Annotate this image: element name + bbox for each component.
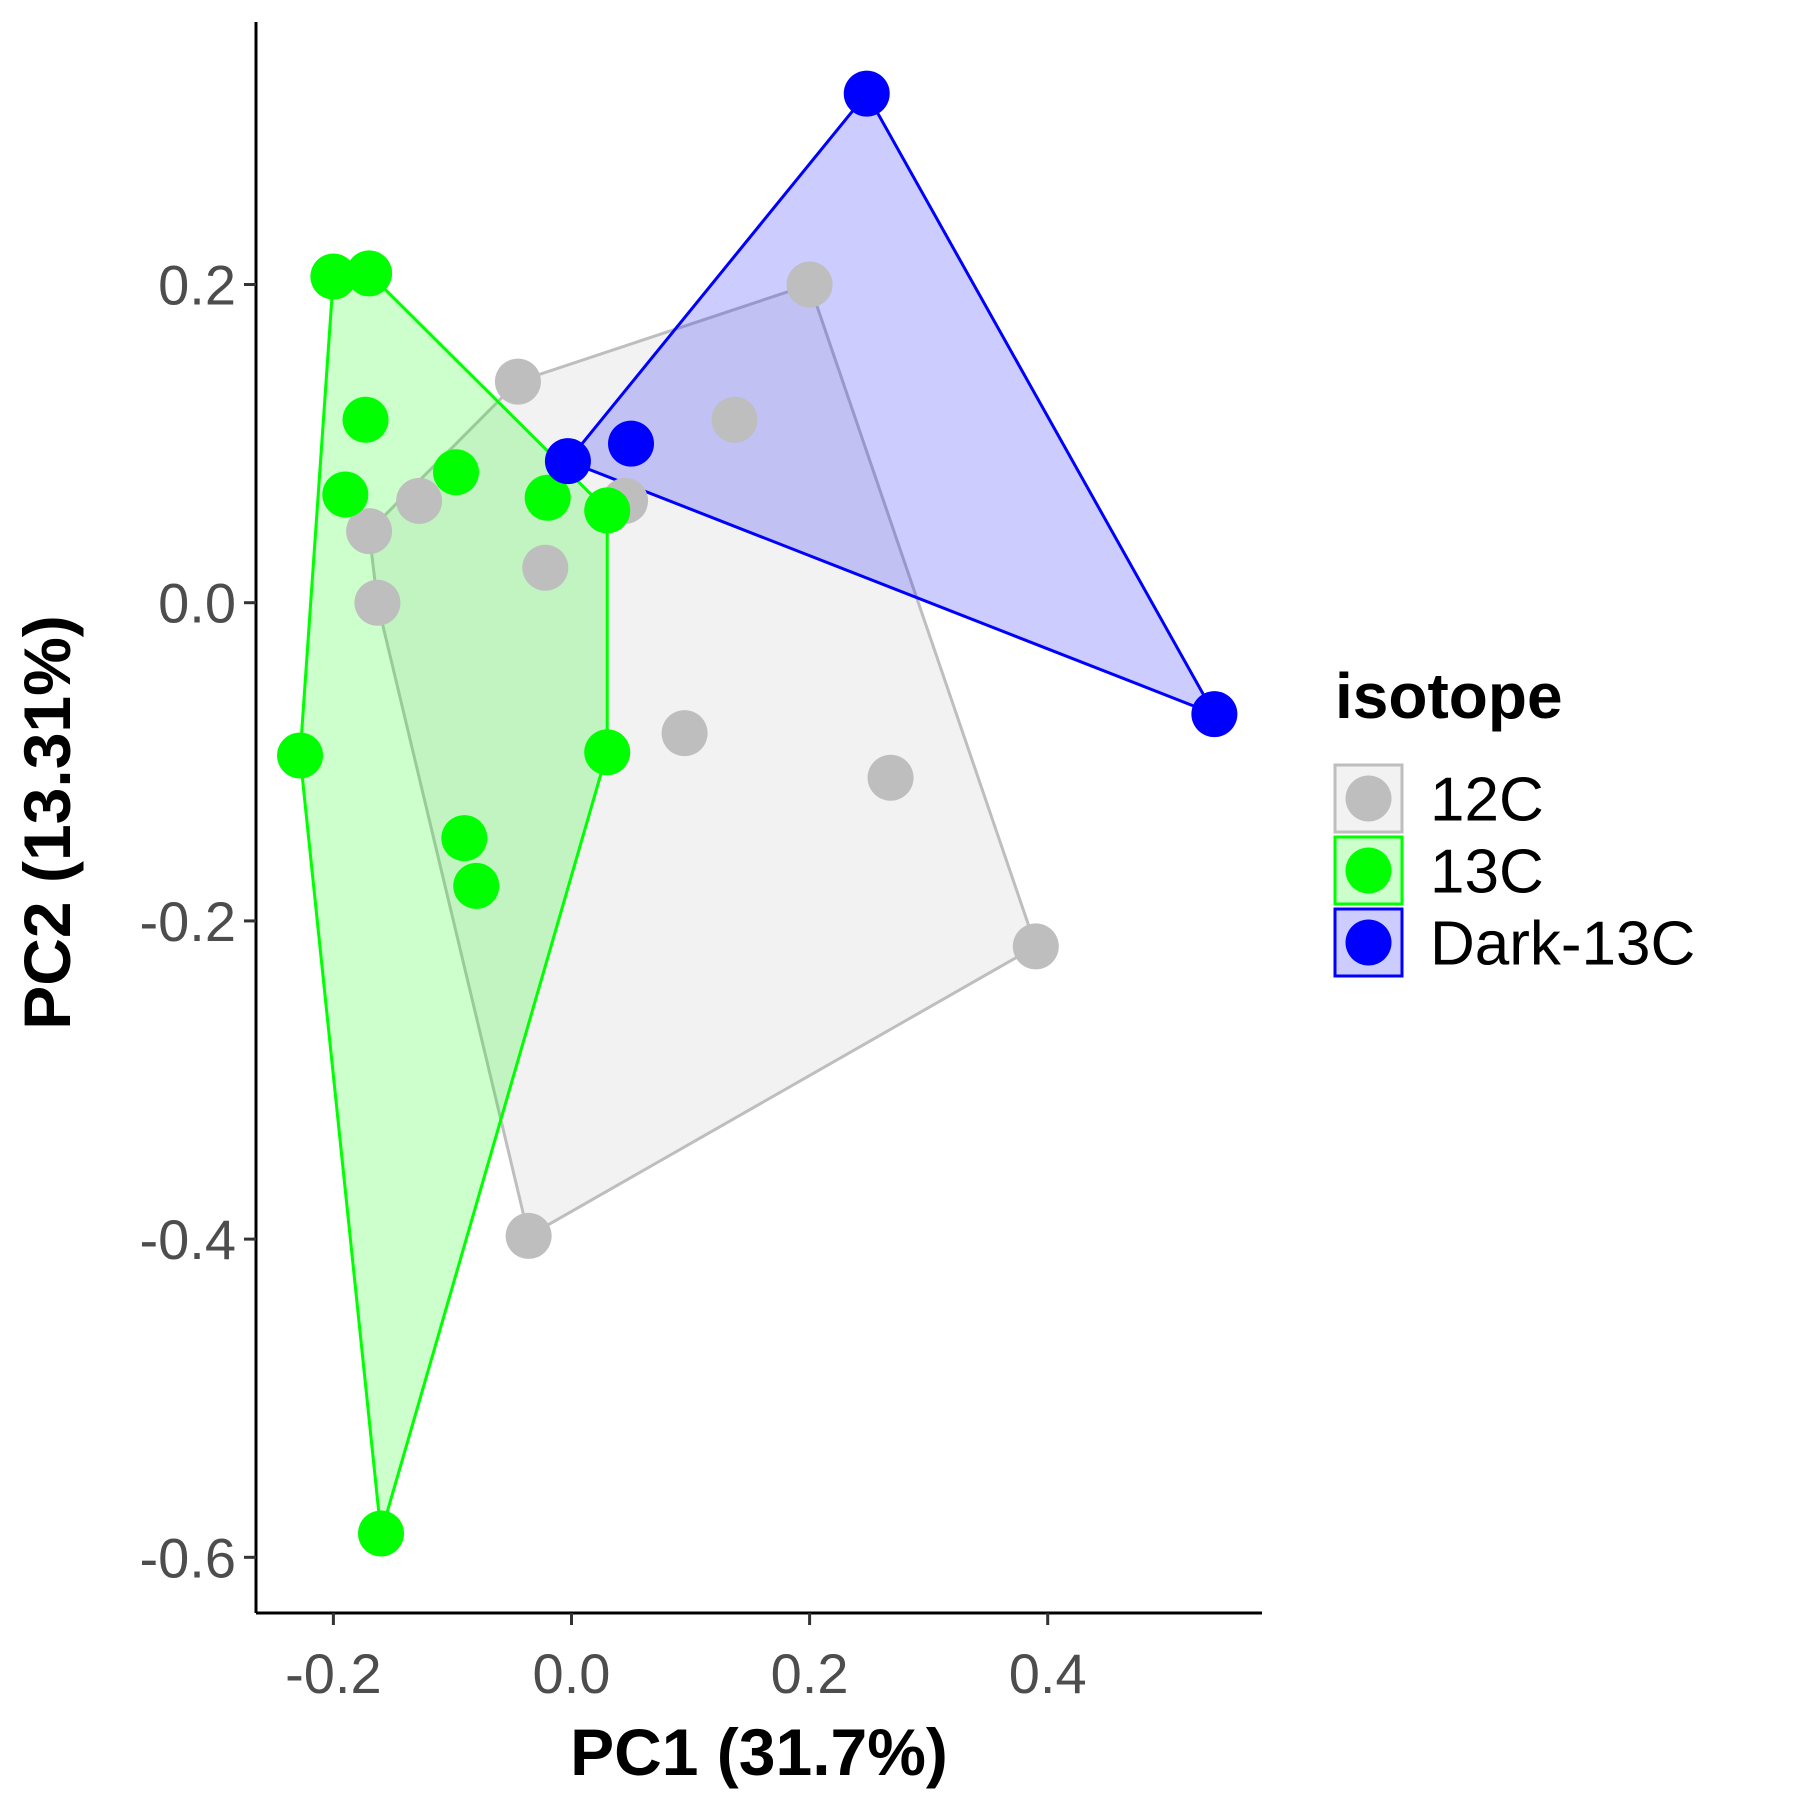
point-12c <box>346 508 393 555</box>
point-12c <box>494 358 541 405</box>
legend-label-dark-13c: Dark-13C <box>1430 910 1695 979</box>
point-12c <box>867 754 914 801</box>
point-13c <box>277 732 324 779</box>
point-dark-13c <box>608 420 655 467</box>
x-tick-label: 0.0 <box>533 1642 611 1705</box>
point-12c <box>711 396 758 443</box>
legend-marker-13c <box>1345 847 1392 894</box>
y-tick-label: 0.2 <box>158 254 236 317</box>
point-12c <box>505 1212 552 1259</box>
point-12c <box>1012 923 1059 970</box>
legend-label-12c: 12C <box>1430 766 1544 835</box>
x-axis-title: PC1 (31.7%) <box>570 1715 948 1789</box>
point-13c <box>358 1510 405 1557</box>
y-tick-label: -0.4 <box>140 1208 237 1271</box>
x-tick-label: -0.2 <box>285 1642 382 1705</box>
point-13c <box>433 449 480 496</box>
axes-layer: -0.2 0.0 0.2 0.4 -0.6 -0.4 -0.2 0.0 0.2 <box>140 22 1262 1705</box>
point-13c <box>310 253 357 300</box>
x-tick-label: 0.2 <box>771 1642 849 1705</box>
point-13c <box>584 729 631 776</box>
hull-dark-13c <box>566 92 1216 716</box>
point-13c <box>342 396 389 443</box>
y-axis-ticks: -0.6 -0.4 -0.2 0.0 0.2 <box>140 254 256 1589</box>
point-13c <box>346 250 393 297</box>
y-tick-label: -0.6 <box>140 1526 237 1589</box>
x-tick-label: 0.4 <box>1009 1642 1087 1705</box>
legend-marker-dark-13c <box>1345 919 1392 966</box>
y-tick-label: -0.2 <box>140 890 237 953</box>
point-13c <box>322 471 369 518</box>
legend-title: isotope <box>1335 660 1563 732</box>
y-tick-label: 0.0 <box>158 572 236 635</box>
point-12c <box>786 261 833 308</box>
x-axis-ticks: -0.2 0.0 0.2 0.4 <box>285 1613 1087 1705</box>
point-dark-13c <box>544 438 591 485</box>
y-axis-title: PC2 (13.31%) <box>10 615 84 1030</box>
legend-marker-12c <box>1345 775 1392 822</box>
point-12c <box>396 477 443 524</box>
point-12c <box>661 710 708 757</box>
point-layer <box>277 70 1238 1557</box>
point-dark-13c <box>843 70 890 117</box>
point-13c <box>524 474 571 521</box>
point-dark-13c <box>1191 691 1238 738</box>
point-12c <box>354 579 401 626</box>
point-13c <box>441 815 488 862</box>
legend-label-13c: 13C <box>1430 838 1544 907</box>
point-13c <box>453 862 500 909</box>
point-12c <box>522 544 569 591</box>
point-13c <box>584 487 631 534</box>
